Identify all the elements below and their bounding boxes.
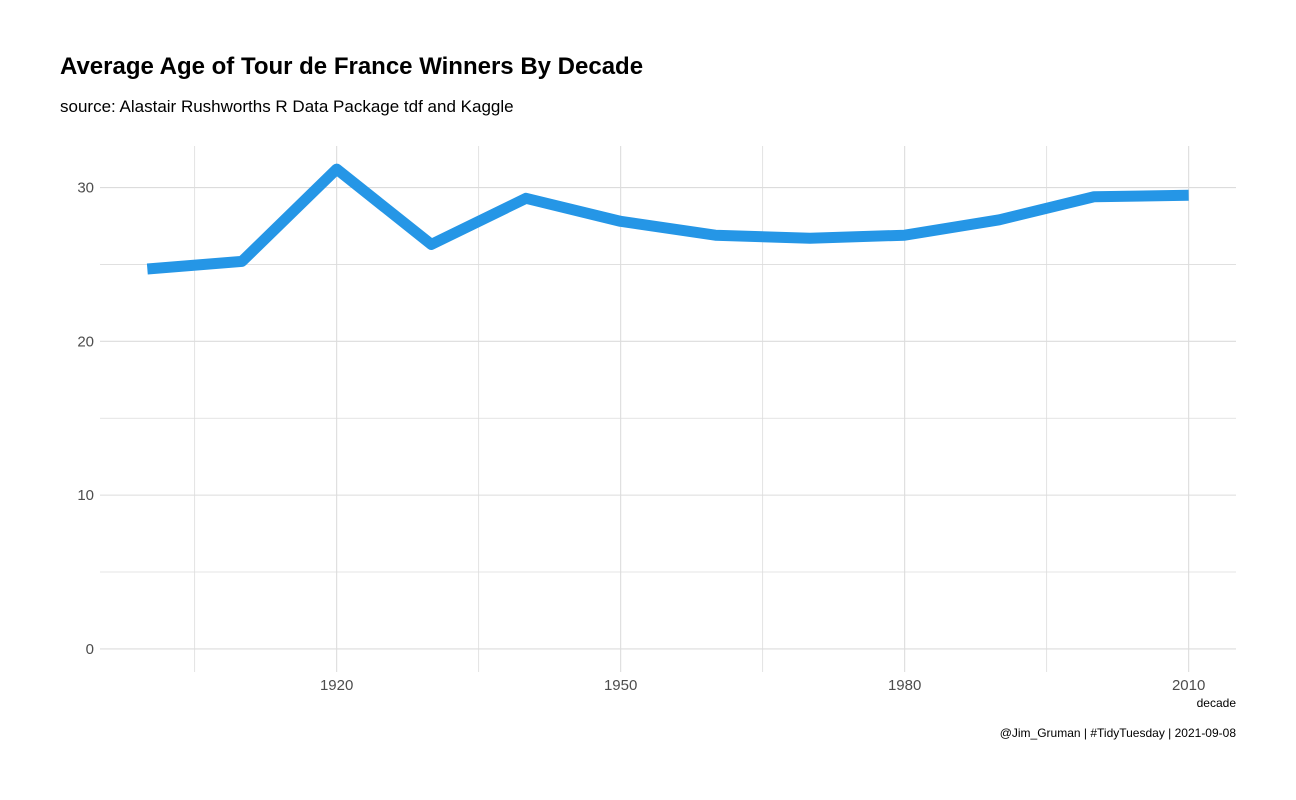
y-axis-ticks: 0 10 20 30	[77, 180, 94, 658]
x-tick-label: 1920	[320, 677, 353, 694]
major-gridlines	[100, 146, 1236, 672]
y-tick-label: 30	[77, 180, 94, 197]
series-line	[146, 163, 1189, 275]
chart-caption: @Jim_Gruman | #TidyTuesday | 2021-09-08	[999, 726, 1236, 740]
series-layer	[146, 163, 1189, 275]
x-tick-label: 1980	[888, 677, 921, 694]
y-tick-label: 20	[77, 333, 94, 350]
x-axis-ticks: 1920 1950 1980 2010	[320, 677, 1205, 694]
x-axis-title: decade	[1197, 696, 1237, 710]
x-tick-label: 1950	[604, 677, 637, 694]
chart-title: Average Age of Tour de France Winners By…	[60, 53, 644, 80]
minor-gridlines	[100, 146, 1236, 672]
chart-subtitle: source: Alastair Rushworths R Data Packa…	[60, 97, 514, 116]
x-tick-label: 2010	[1172, 677, 1205, 694]
y-tick-label: 0	[86, 641, 94, 658]
y-tick-label: 10	[77, 487, 94, 504]
